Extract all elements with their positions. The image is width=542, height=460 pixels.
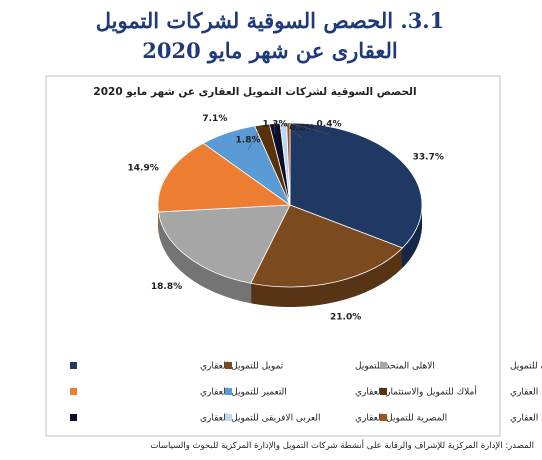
- legend-swatch: [225, 362, 232, 369]
- legend-label: الاهلى المتحد للتمويل: [355, 362, 435, 372]
- page-title: 3.1. الحصص السوقية لشركات التمويل العقار…: [95, 8, 445, 63]
- data-label: 14.9%: [128, 164, 159, 174]
- data-label: 1.8%: [236, 136, 261, 146]
- leader-line: [288, 122, 330, 135]
- legend-label: الأهلي للتمويل العقاري: [510, 386, 542, 398]
- slice: [289, 122, 423, 249]
- legend-label: تمويل للتمويل العقاري: [200, 362, 284, 372]
- chart-title: الحصص السوقية لشركات التمويل العقارى عن …: [93, 86, 416, 98]
- legend-swatch: [380, 362, 387, 369]
- leader-line: [283, 122, 303, 139]
- slice: [157, 142, 292, 213]
- slice: [158, 204, 291, 284]
- slice: [286, 122, 291, 206]
- legend-swatch: [70, 388, 77, 395]
- legend-swatch: [380, 388, 387, 395]
- data-label: 7.1%: [202, 114, 227, 124]
- legend-label: أملاك للتمويل والاستثمار العقاري: [355, 386, 477, 398]
- legend-swatch: [380, 414, 387, 421]
- legend-swatch: [225, 388, 232, 395]
- source-note: المصدر: الإدارة المركزية للإشراف والرقاب…: [150, 441, 534, 451]
- leader-line: [247, 124, 263, 151]
- data-label: 0.4%: [317, 120, 342, 130]
- data-label: 1.3%: [263, 120, 288, 130]
- legend-label: التعمير للتمويل العقاري: [200, 388, 287, 398]
- slice: [250, 204, 404, 288]
- legend-label: المصرية للتمويل العقاري: [355, 414, 447, 424]
- data-label: 18.8%: [151, 282, 182, 292]
- legend-swatch: [70, 362, 77, 369]
- legend-label: العربى الافريقى للتمويل العقارى: [200, 414, 320, 424]
- data-label: 21.0%: [330, 313, 361, 323]
- data-label: 33.7%: [413, 152, 444, 162]
- legend-swatch: [225, 414, 232, 421]
- data-label: 0.8%: [290, 124, 315, 134]
- legend-swatch: [70, 414, 77, 421]
- legend-label: أم ال اف للتمويل: [510, 360, 542, 372]
- legend-label: سي أي كابيتال للتمويل العقاري: [510, 412, 542, 424]
